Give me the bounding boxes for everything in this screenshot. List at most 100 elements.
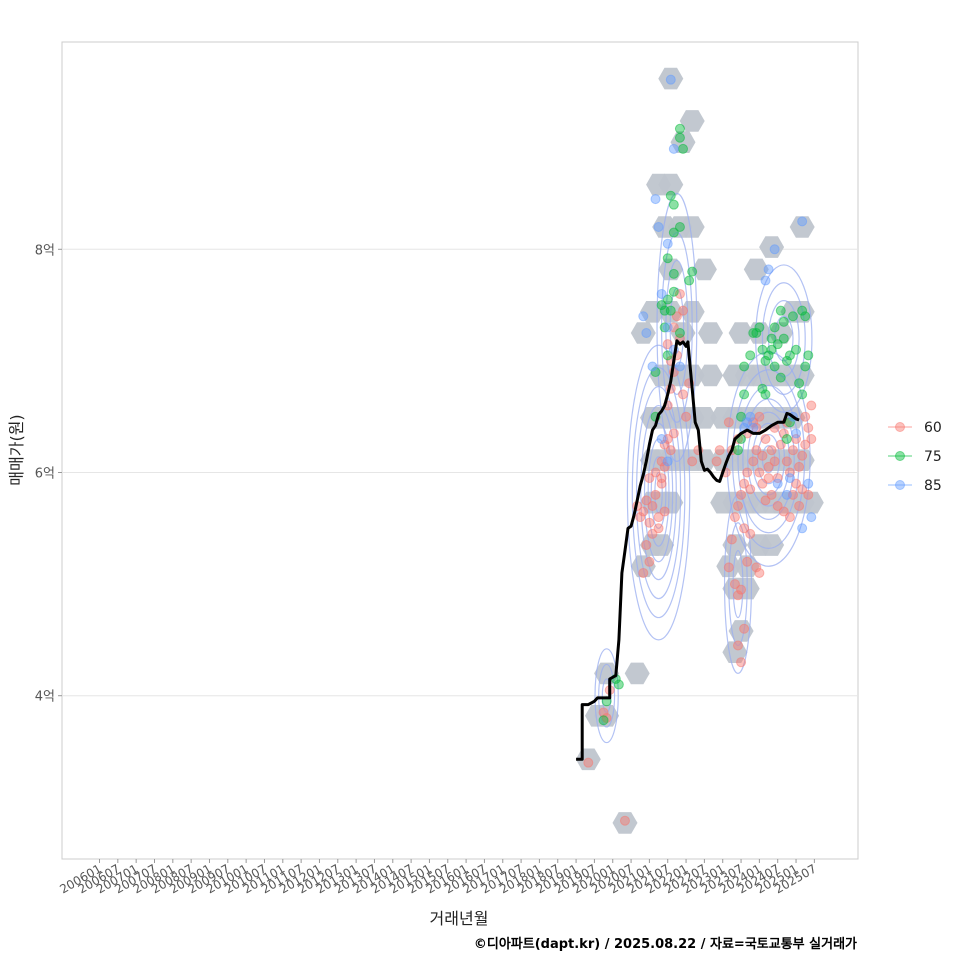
data-point: [757, 450, 768, 461]
data-point: [641, 540, 652, 551]
hexbin-cell: [759, 534, 785, 556]
x-axis: 2006012006072007012007072008012008072009…: [57, 859, 819, 897]
data-point: [766, 445, 777, 456]
data-point: [739, 623, 750, 634]
data-point: [760, 355, 771, 366]
data-point: [598, 707, 609, 718]
data-point: [668, 199, 679, 210]
caption: ©디아파트(dapt.kr) / 2025.08.22 / 자료=국토교통부 실…: [474, 936, 857, 952]
data-point: [797, 484, 808, 495]
y-tick-label: 6억: [35, 467, 55, 482]
data-point: [656, 300, 667, 311]
data-point: [769, 456, 780, 467]
density-contour: [598, 663, 616, 728]
y-axis-title: 매매가(원): [7, 414, 26, 485]
data-point: [791, 344, 802, 355]
data-point: [714, 445, 725, 456]
data-point: [665, 74, 676, 85]
data-point: [751, 562, 762, 573]
data-point: [662, 294, 673, 305]
data-point: [745, 350, 756, 361]
data-point: [674, 361, 685, 372]
data-point: [656, 473, 667, 484]
data-point: [638, 567, 649, 578]
data-point: [806, 512, 817, 523]
legend-label: 75: [924, 449, 942, 465]
data-point: [757, 478, 768, 489]
data-point: [754, 322, 765, 333]
data-point: [742, 467, 753, 478]
data-point: [769, 244, 780, 255]
data-point: [619, 815, 630, 826]
data-point: [772, 339, 783, 350]
data-point: [668, 268, 679, 279]
data-point: [778, 333, 789, 344]
data-point: [583, 757, 594, 768]
data-point: [635, 512, 646, 523]
data-point: [656, 478, 667, 489]
data-point: [659, 506, 670, 517]
series-60: [583, 288, 817, 826]
data-point: [662, 456, 673, 467]
data-point: [662, 339, 673, 350]
data-point: [659, 322, 670, 333]
density-contour: [723, 494, 753, 674]
legend-swatch: [895, 480, 905, 490]
data-point: [644, 556, 655, 567]
legend-label: 85: [924, 478, 942, 494]
data-point: [757, 383, 768, 394]
hexbin-cell: [649, 534, 675, 556]
hexbin-cell: [612, 812, 638, 834]
data-point: [723, 562, 734, 573]
data-point: [751, 445, 762, 456]
data-point: [668, 286, 679, 297]
hexbin-cell: [652, 216, 678, 238]
density-contour: [661, 231, 693, 423]
data-point: [775, 372, 786, 383]
hexbin-cell: [658, 491, 684, 514]
data-point: [803, 489, 814, 500]
data-point: [763, 350, 774, 361]
data-point: [742, 417, 753, 428]
data-point: [800, 411, 811, 422]
data-point: [647, 500, 658, 511]
point-layer: [583, 74, 817, 826]
y-axis: 4억 6억 8억: [35, 243, 62, 705]
hexbin-cell: [746, 322, 772, 344]
data-point: [739, 389, 750, 400]
data-point: [739, 478, 750, 489]
data-point: [754, 467, 765, 478]
data-point: [650, 489, 661, 500]
hexbin-cell: [640, 301, 665, 323]
density-contour: [665, 259, 689, 395]
data-point: [647, 528, 658, 539]
series-85: [638, 74, 817, 534]
data-point: [772, 478, 783, 489]
data-point: [745, 411, 756, 422]
data-point: [678, 143, 689, 154]
data-point: [766, 489, 777, 500]
data-point: [784, 473, 795, 484]
data-point: [644, 473, 655, 484]
data-point: [736, 489, 747, 500]
data-point: [644, 517, 655, 528]
data-point: [778, 428, 789, 439]
legend: 60 75 85: [888, 420, 942, 494]
data-point: [775, 439, 786, 450]
data-point: [647, 361, 658, 372]
density-contour: [747, 411, 790, 507]
data-point: [674, 123, 685, 134]
data-point: [668, 143, 679, 154]
data-point: [784, 350, 795, 361]
data-point: [659, 305, 670, 316]
hexbin-cell: [658, 67, 684, 90]
data-point: [754, 411, 765, 422]
data-point: [787, 311, 798, 322]
data-point: [650, 467, 661, 478]
data-point: [659, 439, 670, 450]
density-contour: [752, 422, 786, 496]
data-point: [729, 579, 740, 590]
data-point: [711, 456, 722, 467]
data-point: [739, 523, 750, 534]
